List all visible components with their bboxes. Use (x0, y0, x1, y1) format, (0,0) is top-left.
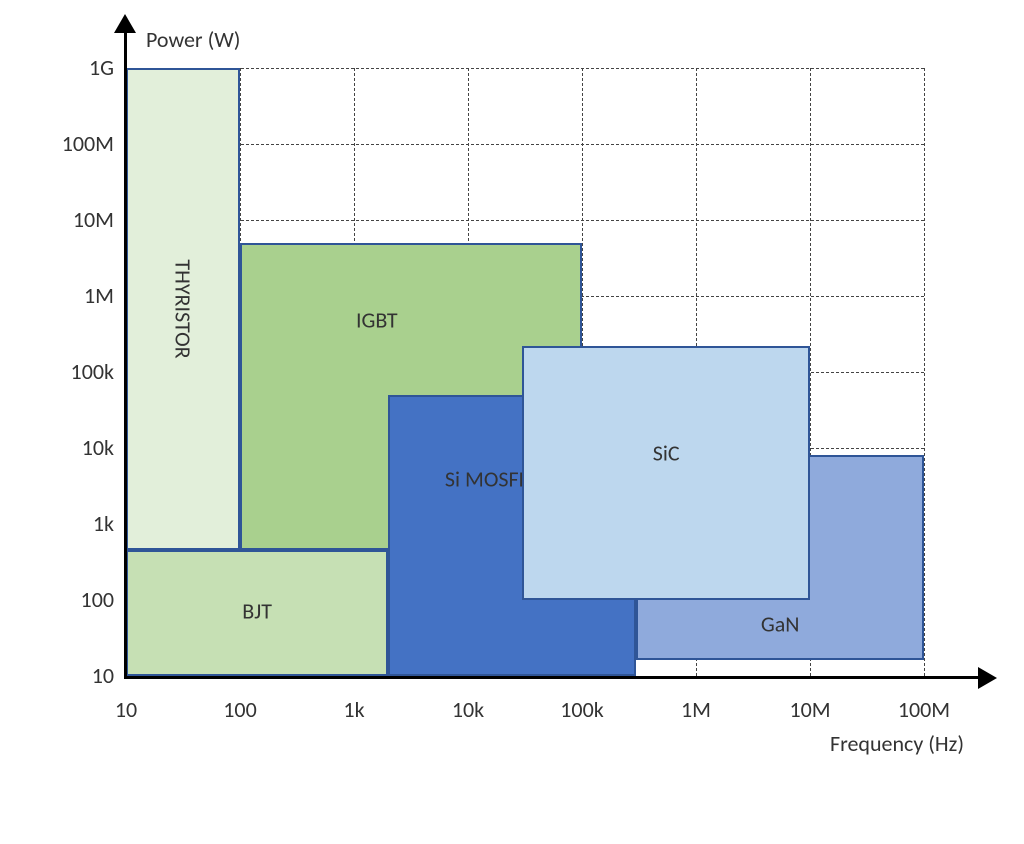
x-axis-title: Frequency (Hz) (830, 730, 964, 757)
y-tick-label: 1k (93, 510, 114, 537)
region-label-gan: GaN (761, 610, 800, 637)
x-tick-label: 1M (656, 696, 736, 723)
x-axis-line (124, 676, 978, 679)
x-tick-label: 10 (86, 696, 166, 723)
grid-line-vertical (924, 68, 925, 676)
x-tick-label: 100M (884, 696, 964, 723)
y-axis-line (124, 28, 127, 679)
y-axis-arrow (114, 14, 136, 33)
x-tick-label: 10M (770, 696, 850, 723)
y-tick-label: 1G (89, 54, 114, 81)
region-label-thyristor: THYRISTOR (170, 260, 197, 359)
y-tick-label: 100 (81, 586, 114, 613)
y-tick-label: 10k (82, 434, 114, 461)
grid-line-horizontal (126, 144, 924, 145)
grid-line-horizontal (126, 68, 924, 69)
x-tick-label: 10k (428, 696, 508, 723)
x-tick-label: 100 (200, 696, 280, 723)
y-tick-label: 10M (73, 206, 114, 233)
y-axis-title: Power (W) (146, 26, 240, 53)
y-tick-label: 100k (71, 358, 114, 385)
x-tick-label: 1k (314, 696, 394, 723)
region-sic (522, 346, 810, 600)
y-tick-label: 10 (92, 662, 114, 689)
grid-line-horizontal (126, 220, 924, 221)
region-label-igbt: IGBT (356, 306, 398, 333)
y-tick-label: 1M (84, 282, 114, 309)
region-label-sic: SiC (653, 439, 680, 466)
y-tick-label: 100M (62, 130, 114, 157)
x-tick-label: 100k (542, 696, 622, 723)
x-axis-arrow (978, 667, 997, 689)
region-label-bjt: BJT (242, 597, 272, 624)
